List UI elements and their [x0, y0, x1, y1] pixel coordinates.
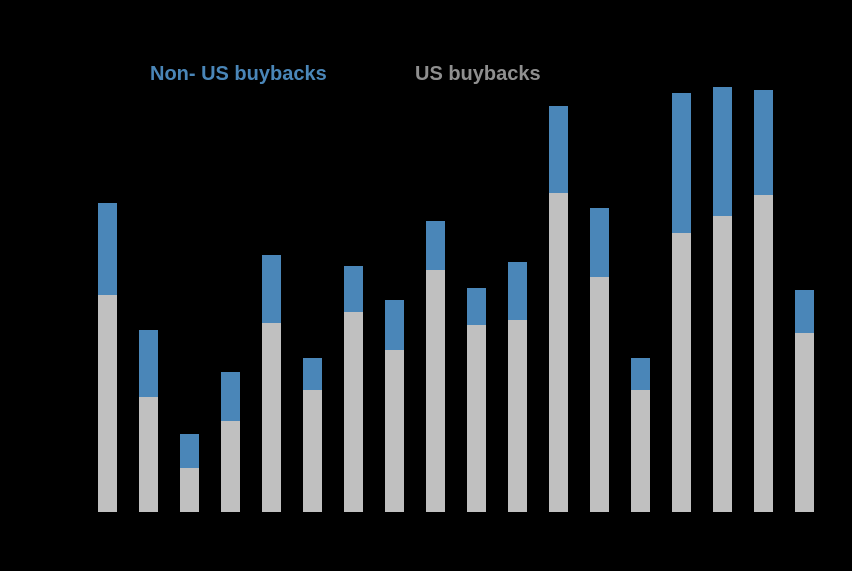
stacked-bar-6: [303, 358, 322, 512]
stacked-bar-1: [98, 203, 117, 512]
stacked-bar-5: [262, 255, 281, 512]
non-us-buybacks-segment: [672, 93, 691, 233]
stacked-bar-8: [385, 300, 404, 512]
us-buybacks-segment: [344, 312, 363, 512]
stacked-bar-13: [590, 208, 609, 512]
stacked-bar-7: [344, 266, 363, 512]
us-buybacks-segment: [672, 233, 691, 512]
us-buybacks-segment: [590, 277, 609, 512]
us-buybacks-segment: [754, 195, 773, 512]
us-buybacks-segment: [385, 350, 404, 512]
stacked-bar-14: [631, 358, 650, 512]
us-buybacks-segment: [262, 323, 281, 512]
non-us-buybacks-segment: [631, 358, 650, 390]
us-buybacks-segment: [180, 468, 199, 512]
us-buybacks-segment: [426, 270, 445, 512]
us-buybacks-segment: [303, 390, 322, 512]
legend-non-us-buybacks-label: Non- US buybacks: [150, 63, 327, 85]
non-us-buybacks-segment: [795, 290, 814, 333]
non-us-buybacks-segment: [262, 255, 281, 323]
non-us-buybacks-segment: [98, 203, 117, 295]
non-us-buybacks-segment: [549, 106, 568, 193]
us-buybacks-segment: [631, 390, 650, 512]
stacked-bar-10: [467, 288, 486, 512]
non-us-buybacks-segment: [467, 288, 486, 325]
stacked-bar-15: [672, 93, 691, 512]
us-buybacks-segment: [221, 421, 240, 512]
chart-area: [98, 87, 814, 512]
non-us-buybacks-segment: [713, 87, 732, 216]
us-buybacks-segment: [549, 193, 568, 512]
us-buybacks-segment: [508, 320, 527, 512]
stacked-bar-17: [754, 90, 773, 512]
stacked-bar-3: [180, 434, 199, 512]
non-us-buybacks-segment: [344, 266, 363, 312]
stacked-bar-11: [508, 262, 527, 512]
stacked-bar-16: [713, 87, 732, 512]
us-buybacks-segment: [795, 333, 814, 512]
non-us-buybacks-segment: [590, 208, 609, 277]
non-us-buybacks-segment: [385, 300, 404, 350]
us-buybacks-segment: [467, 325, 486, 512]
stacked-bar-18: [795, 290, 814, 512]
stacked-bar-2: [139, 330, 158, 512]
non-us-buybacks-segment: [754, 90, 773, 195]
stacked-bar-12: [549, 106, 568, 512]
legend-us-buybacks-label: US buybacks: [415, 63, 541, 85]
non-us-buybacks-segment: [139, 330, 158, 397]
non-us-buybacks-segment: [221, 372, 240, 421]
stacked-bar-4: [221, 372, 240, 512]
non-us-buybacks-segment: [508, 262, 527, 320]
stacked-bar-9: [426, 221, 445, 512]
us-buybacks-segment: [139, 397, 158, 512]
non-us-buybacks-segment: [426, 221, 445, 270]
us-buybacks-segment: [98, 295, 117, 512]
us-buybacks-segment: [713, 216, 732, 512]
non-us-buybacks-segment: [180, 434, 199, 468]
non-us-buybacks-segment: [303, 358, 322, 390]
